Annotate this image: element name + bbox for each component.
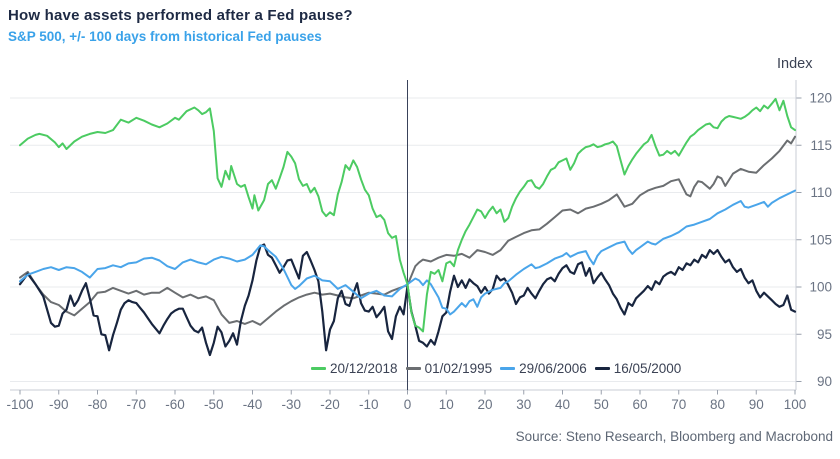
x-tick-label-20: 20 bbox=[477, 397, 492, 412]
legend-item-3: 16/05/2000 bbox=[594, 360, 682, 376]
x-tick-label--20: -20 bbox=[320, 397, 340, 412]
x-tick-label-30: 30 bbox=[516, 397, 531, 412]
y-tick-label-90: 90 bbox=[817, 374, 832, 389]
legend-dash-icon bbox=[500, 366, 516, 370]
source-attribution: Source: Steno Research, Bloomberg and Ma… bbox=[515, 429, 833, 444]
y-axis-title: Index bbox=[777, 56, 813, 72]
x-tick-label-90: 90 bbox=[749, 397, 764, 412]
x-tick-label--70: -70 bbox=[126, 397, 146, 412]
x-tick-label-60: 60 bbox=[632, 397, 647, 412]
x-tick-label--50: -50 bbox=[204, 397, 224, 412]
y-tick-label-110: 110 bbox=[810, 185, 832, 200]
page-title: How have assets performed after a Fed pa… bbox=[8, 7, 353, 24]
y-tick-label-100: 100 bbox=[809, 280, 832, 295]
y-tick-label-95: 95 bbox=[817, 327, 832, 342]
y-tick-label-120: 120 bbox=[809, 91, 832, 106]
chart-subtitle: S&P 500, +/- 100 days from historical Fe… bbox=[8, 29, 322, 44]
legend-label: 20/12/2018 bbox=[330, 360, 398, 376]
y-tick-label-105: 105 bbox=[809, 232, 832, 247]
legend-item-2: 29/06/2006 bbox=[500, 361, 587, 376]
x-tick-label-10: 10 bbox=[439, 397, 454, 412]
series-line-20-12-2018 bbox=[19, 97, 796, 333]
x-tick-label-0: 0 bbox=[404, 397, 412, 412]
legend-dash-icon bbox=[594, 366, 610, 370]
x-tick-label--40: -40 bbox=[243, 397, 263, 412]
legend-label: 16/05/2000 bbox=[613, 360, 682, 376]
x-tick-label--30: -30 bbox=[281, 397, 301, 412]
legend-item-1: 01/02/1995 bbox=[405, 360, 493, 376]
x-tick-label--60: -60 bbox=[165, 397, 185, 412]
legend-dash-icon bbox=[405, 366, 421, 370]
series-line-29-06-2006 bbox=[19, 189, 796, 316]
legend-dash-icon bbox=[311, 366, 326, 370]
legend-item-0: 20/12/2018 bbox=[311, 361, 398, 376]
x-tick-label-50: 50 bbox=[594, 397, 609, 412]
x-tick-label--10: -10 bbox=[359, 397, 379, 412]
y-tick-label-115: 115 bbox=[810, 138, 832, 153]
x-tick-label--90: -90 bbox=[49, 397, 69, 412]
x-tick-label-70: 70 bbox=[671, 397, 686, 412]
legend-label: 29/06/2006 bbox=[519, 360, 587, 376]
x-tick-label-40: 40 bbox=[555, 397, 570, 412]
chart-legend: 20/12/2018 01/02/1995 29/06/2006 16/05/2000 bbox=[311, 360, 681, 376]
series-line-01-02-1995 bbox=[19, 135, 796, 326]
x-tick-label--100: -100 bbox=[6, 397, 33, 412]
x-tick-label-100: 100 bbox=[784, 397, 807, 412]
legend-label: 01/02/1995 bbox=[424, 360, 493, 376]
x-tick-label--80: -80 bbox=[88, 397, 108, 412]
x-tick-label-80: 80 bbox=[710, 397, 725, 412]
